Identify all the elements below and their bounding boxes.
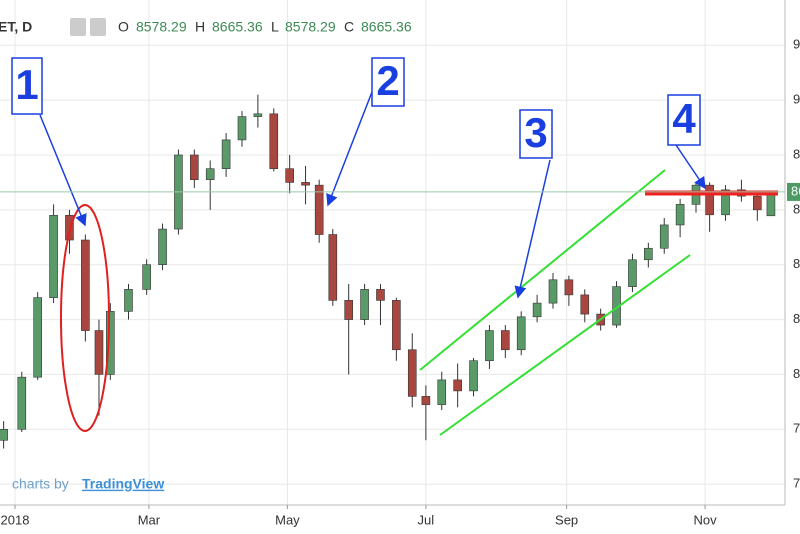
open-label: O <box>118 19 129 35</box>
candle-body <box>437 379 447 405</box>
candle-body <box>65 215 74 241</box>
candle-body <box>314 184 324 235</box>
candle-body <box>0 428 8 441</box>
arrow <box>675 144 706 190</box>
channel-upper <box>419 169 666 371</box>
annotation-box <box>667 94 701 146</box>
eye-icon[interactable] <box>70 18 86 36</box>
candle-body <box>469 360 478 392</box>
annotation: 4 <box>672 95 696 142</box>
low-label: L <box>271 19 279 35</box>
annotation: 2 <box>376 57 399 104</box>
x-tick-label: May <box>275 512 300 527</box>
arrows <box>39 91 706 299</box>
candle-body <box>221 139 231 169</box>
symbol: ET, D <box>0 19 32 35</box>
candle-body <box>705 184 714 216</box>
x-tick-label: 2018 <box>1 512 30 527</box>
candle-body <box>285 168 294 183</box>
y-tick-label: 8200 <box>793 311 800 326</box>
candle-body <box>644 247 653 261</box>
watermark-brand[interactable]: TradingView <box>82 476 164 492</box>
x-tick-label: Jul <box>418 512 435 527</box>
candle-body <box>407 349 417 397</box>
y-tick-label: 7600 <box>793 476 800 491</box>
annotation-box <box>11 57 43 115</box>
y-tick-label: 8800 <box>793 146 800 161</box>
watermark-prefix: charts by <box>12 476 69 492</box>
candle-body <box>94 330 104 375</box>
candle-body <box>328 234 338 301</box>
candle-body <box>237 116 247 141</box>
candle-body <box>485 330 494 362</box>
candle-body <box>253 113 263 117</box>
candle-body <box>392 300 401 351</box>
candle-body <box>301 182 310 186</box>
last-price-box <box>787 182 800 201</box>
low-value: 8578.29 <box>285 19 336 35</box>
y-tick-label: 9200 <box>793 37 800 52</box>
candle-body <box>421 396 431 405</box>
highlight-ellipse <box>60 204 110 432</box>
candle-body <box>721 189 730 216</box>
arrow <box>514 159 551 299</box>
candle-body <box>501 330 510 351</box>
candle-body <box>376 289 385 301</box>
candle-body <box>81 239 90 331</box>
candle-body <box>205 168 215 180</box>
settings-icon[interactable] <box>90 18 106 36</box>
candle-body <box>532 302 542 318</box>
open-value: 8578.29 <box>136 19 187 35</box>
annotation: 1 <box>15 61 38 108</box>
y-tick-label: 8400 <box>793 256 800 271</box>
candle-body <box>453 379 462 392</box>
candle-body <box>142 264 151 290</box>
high-label: H <box>195 19 205 35</box>
channel-lower <box>439 254 691 436</box>
candle-body <box>628 259 637 287</box>
annotation-box <box>371 57 405 107</box>
close-label: C <box>344 19 354 35</box>
candle-body <box>548 279 558 304</box>
arrow <box>39 114 87 227</box>
annotation: 3 <box>524 109 547 156</box>
candle-body <box>106 311 115 375</box>
candle-body <box>580 294 590 315</box>
candle-body <box>360 289 369 320</box>
candle-body <box>564 279 574 296</box>
candle-body <box>124 289 133 312</box>
high-value: 8665.36 <box>212 19 263 35</box>
candle-body <box>753 195 762 211</box>
candle-body <box>675 204 685 226</box>
arrow <box>326 91 373 207</box>
x-tick-label: Sep <box>555 512 578 527</box>
x-tick-label: Mar <box>138 512 161 527</box>
candle-body <box>49 215 58 298</box>
last-price-label: 8665.36 <box>791 183 800 198</box>
candle-body <box>190 154 199 180</box>
y-tick-label: 8600 <box>793 201 800 216</box>
y-tick-label: 9000 <box>793 92 800 107</box>
annotation-box <box>519 109 553 159</box>
x-tick-label: Nov <box>694 512 718 527</box>
candle-body <box>158 228 167 266</box>
grid <box>0 0 785 505</box>
close-value: 8665.36 <box>361 19 412 35</box>
candle-body <box>659 224 669 249</box>
annotation-boxes <box>11 57 701 159</box>
y-tick-label: 7800 <box>793 421 800 436</box>
candle-body <box>33 297 42 378</box>
y-tick-label: 8000 <box>793 366 800 381</box>
candle-body <box>17 376 27 430</box>
candle-body <box>344 300 353 320</box>
candle-body <box>516 316 526 351</box>
candle-body <box>269 113 279 169</box>
